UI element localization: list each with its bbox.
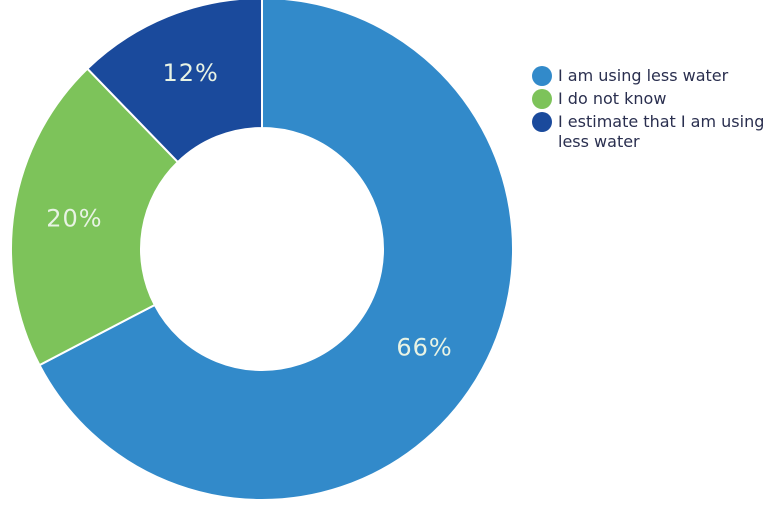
slice-3 — [85, 0, 263, 164]
legend-label: I estimate that I am using less water — [558, 112, 765, 151]
data-label-3: 12% — [163, 59, 219, 87]
legend-label: I do not know — [558, 89, 667, 108]
legend-swatch-icon — [532, 112, 552, 132]
slices-group — [10, 0, 514, 501]
legend-item-2: I do not know — [532, 89, 782, 109]
data-labels-group: 66% 20% 12% — [46, 59, 452, 362]
legend-swatch-icon — [532, 66, 552, 86]
slice-2 — [10, 67, 180, 367]
data-label-1: 66% — [396, 334, 452, 362]
legend-label: I am using less water — [558, 66, 729, 85]
legend-item-1: I am using less water — [532, 66, 782, 86]
legend-swatch-icon — [532, 89, 552, 109]
donut-chart: 66% 20% 12% — [10, 0, 514, 501]
legend: I am using less water I do not know I esti… — [532, 66, 782, 155]
legend-item-3: I estimate that I am using less water — [532, 112, 782, 152]
data-label-2: 20% — [46, 205, 102, 233]
slice-1 — [38, 0, 514, 501]
